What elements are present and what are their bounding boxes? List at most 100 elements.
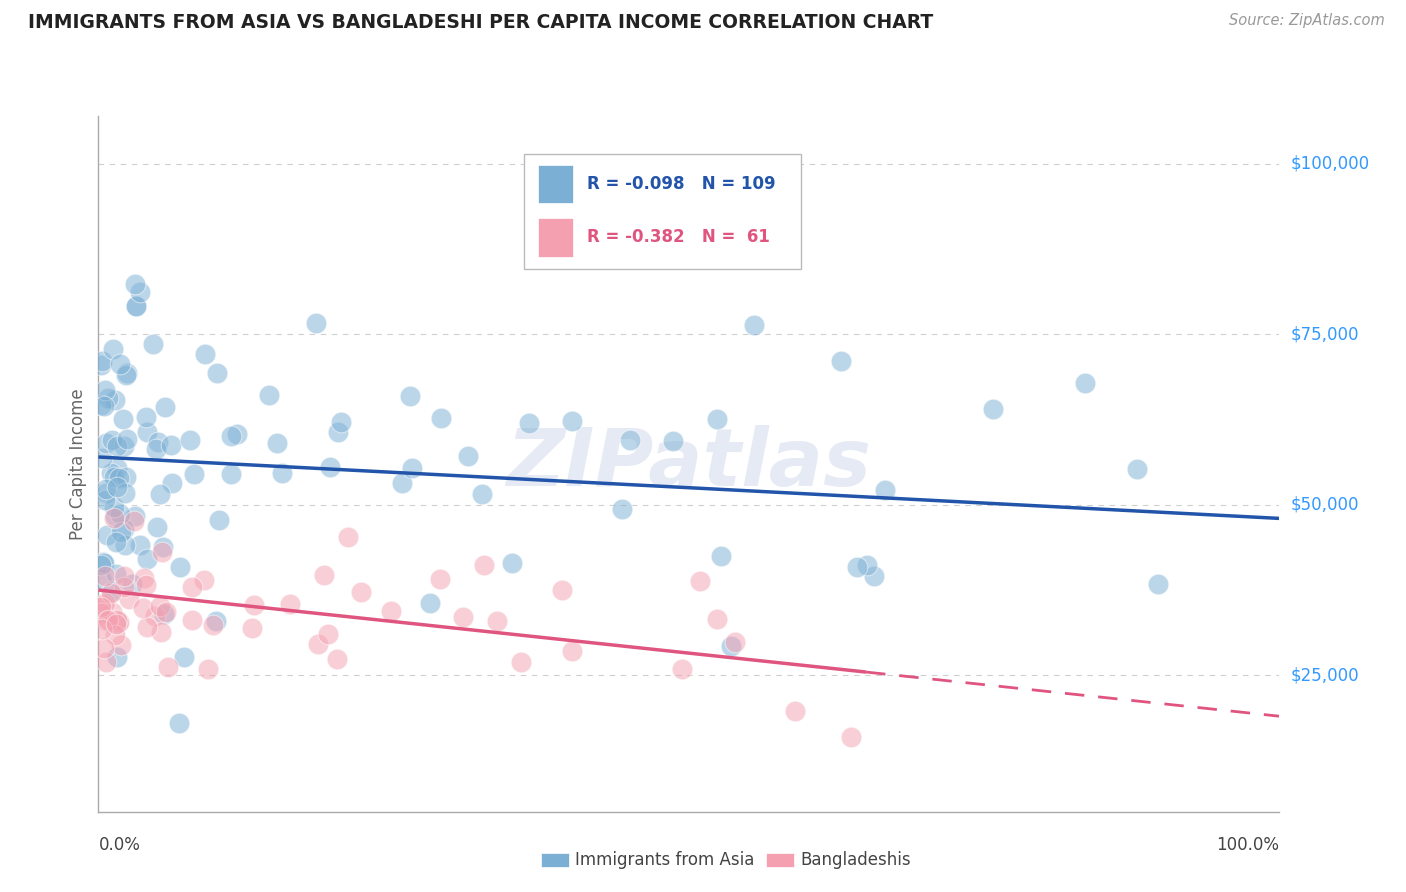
Point <box>108 471 131 485</box>
Point <box>100 586 122 600</box>
Point <box>111 412 134 426</box>
Point <box>501 557 523 571</box>
Point <box>110 525 132 540</box>
Point <box>429 572 451 586</box>
Point <box>610 501 633 516</box>
Point <box>671 662 693 676</box>
Point <box>101 434 124 448</box>
Point <box>94 596 117 610</box>
Point <box>143 608 166 623</box>
Point <box>101 342 124 356</box>
Point <box>742 318 765 332</box>
Point <box>96 528 118 542</box>
Point <box>103 511 125 525</box>
Point <box>104 509 127 524</box>
Point <box>96 614 118 628</box>
Point <box>142 337 165 351</box>
Point <box>112 522 135 536</box>
Point <box>129 537 152 551</box>
Point <box>90 353 112 368</box>
FancyBboxPatch shape <box>523 154 801 269</box>
Point <box>90 572 112 586</box>
Point <box>135 409 157 424</box>
Point <box>105 460 128 475</box>
Point <box>149 599 172 614</box>
Point <box>314 568 336 582</box>
Point <box>104 616 127 631</box>
Y-axis label: Per Capita Income: Per Capita Income <box>69 388 87 540</box>
Point <box>329 415 352 429</box>
Point <box>104 566 127 581</box>
Point <box>205 367 228 381</box>
Point <box>135 619 157 633</box>
Point <box>115 433 138 447</box>
Point <box>706 612 728 626</box>
Point <box>202 618 225 632</box>
Point <box>689 574 711 588</box>
Point <box>118 592 141 607</box>
Point <box>114 485 136 500</box>
Point <box>194 347 217 361</box>
Point <box>173 649 195 664</box>
Point <box>103 470 125 484</box>
Point <box>226 426 249 441</box>
Point <box>124 300 146 314</box>
Point <box>399 389 422 403</box>
Point <box>146 434 169 449</box>
Point <box>150 544 173 558</box>
Point <box>114 538 136 552</box>
Point <box>101 605 124 619</box>
Point <box>107 480 129 494</box>
Point <box>380 603 402 617</box>
Point <box>107 616 129 631</box>
Point <box>90 606 112 620</box>
Point <box>243 598 266 612</box>
Text: IMMIGRANTS FROM ASIA VS BANGLADESHI PER CAPITA INCOME CORRELATION CHART: IMMIGRANTS FROM ASIA VS BANGLADESHI PER … <box>28 13 934 32</box>
Text: R = -0.382   N =  61: R = -0.382 N = 61 <box>588 228 770 246</box>
Point <box>319 460 342 475</box>
Point <box>179 433 201 447</box>
Point <box>105 439 128 453</box>
Point <box>122 514 145 528</box>
Point <box>101 584 124 599</box>
Point <box>93 399 115 413</box>
Point <box>90 622 112 636</box>
Point <box>419 596 441 610</box>
Point <box>856 558 879 573</box>
Point <box>105 650 128 665</box>
Bar <box>537 165 574 203</box>
Text: ZIPatlas: ZIPatlas <box>506 425 872 503</box>
Point <box>205 614 228 628</box>
Point <box>90 599 112 614</box>
Point <box>307 637 329 651</box>
Point <box>561 644 583 658</box>
Point <box>94 493 117 508</box>
Point <box>710 549 733 563</box>
Point <box>94 482 117 496</box>
Point <box>873 483 896 497</box>
Point <box>112 580 135 594</box>
Point <box>93 640 115 655</box>
Point <box>336 530 359 544</box>
Point <box>167 716 190 731</box>
Point <box>240 621 263 635</box>
Point <box>94 485 117 500</box>
Point <box>90 558 112 572</box>
Point <box>160 476 183 491</box>
Point <box>110 639 132 653</box>
Point <box>845 559 868 574</box>
Text: R = -0.098   N = 109: R = -0.098 N = 109 <box>588 175 776 193</box>
Text: Bangladeshis: Bangladeshis <box>800 851 911 869</box>
Text: $50,000: $50,000 <box>1291 496 1360 514</box>
Point <box>328 425 350 439</box>
Point <box>104 628 127 642</box>
Text: 100.0%: 100.0% <box>1216 836 1279 854</box>
Point <box>91 598 114 612</box>
Point <box>219 429 242 443</box>
Point <box>94 383 117 397</box>
Point <box>93 556 115 570</box>
Point <box>257 388 280 402</box>
Point <box>132 571 155 585</box>
Point <box>105 534 128 549</box>
Point <box>706 411 728 425</box>
